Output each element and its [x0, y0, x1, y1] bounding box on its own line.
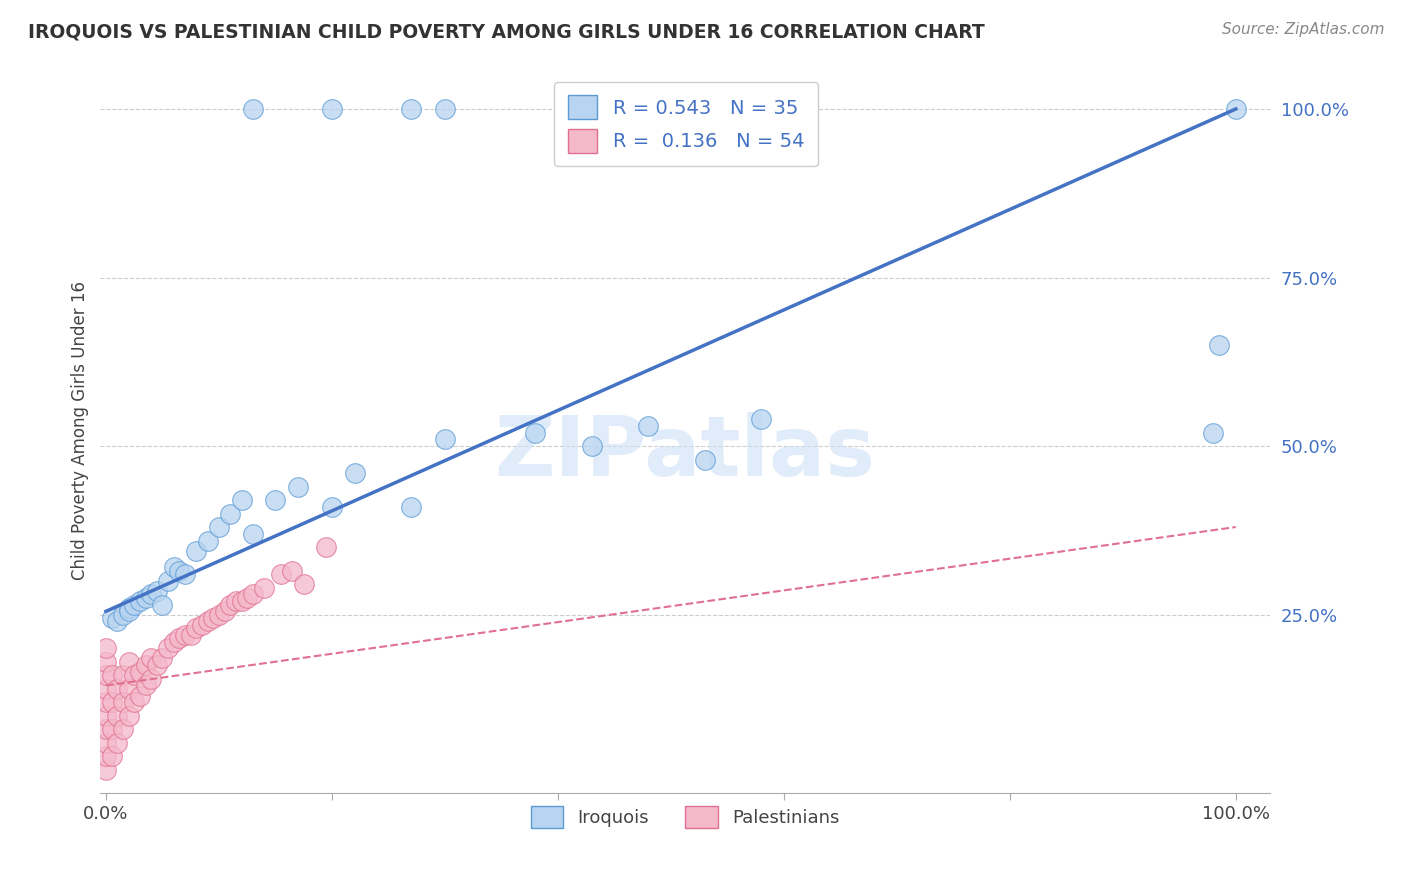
Point — [236, 591, 259, 605]
Point — [524, 425, 547, 440]
Point — [141, 672, 163, 686]
Point — [208, 607, 231, 622]
Point — [321, 500, 343, 514]
Point — [321, 102, 343, 116]
Point — [146, 584, 169, 599]
Point — [105, 736, 128, 750]
Point — [180, 628, 202, 642]
Point — [152, 598, 174, 612]
Point — [135, 678, 157, 692]
Point — [163, 634, 186, 648]
Point — [94, 736, 117, 750]
Legend: Iroquois, Palestinians: Iroquois, Palestinians — [523, 798, 846, 835]
Point — [191, 617, 214, 632]
Point — [186, 621, 208, 635]
Point — [433, 102, 456, 116]
Point — [749, 412, 772, 426]
Point — [117, 708, 139, 723]
Point — [100, 668, 122, 682]
Point — [122, 668, 145, 682]
Point — [581, 439, 603, 453]
Point — [100, 749, 122, 764]
Point — [693, 452, 716, 467]
Point — [242, 526, 264, 541]
Point — [287, 479, 309, 493]
Point — [94, 641, 117, 656]
Point — [94, 681, 117, 696]
Point — [202, 611, 225, 625]
Point — [637, 418, 659, 433]
Point — [242, 587, 264, 601]
Point — [174, 628, 197, 642]
Point — [111, 723, 134, 737]
Point — [105, 615, 128, 629]
Point — [122, 598, 145, 612]
Point — [214, 604, 236, 618]
Point — [94, 723, 117, 737]
Point — [135, 658, 157, 673]
Point — [197, 533, 219, 548]
Point — [231, 594, 253, 608]
Point — [94, 708, 117, 723]
Point — [105, 681, 128, 696]
Point — [399, 102, 422, 116]
Point — [157, 641, 180, 656]
Point — [1202, 425, 1225, 440]
Point — [281, 564, 304, 578]
Point — [94, 763, 117, 777]
Point — [197, 615, 219, 629]
Point — [433, 433, 456, 447]
Point — [135, 591, 157, 605]
Point — [219, 507, 242, 521]
Point — [292, 577, 315, 591]
Point — [100, 611, 122, 625]
Y-axis label: Child Poverty Among Girls Under 16: Child Poverty Among Girls Under 16 — [72, 282, 89, 581]
Point — [186, 543, 208, 558]
Point — [1208, 338, 1230, 352]
Point — [111, 695, 134, 709]
Point — [128, 594, 150, 608]
Point — [111, 668, 134, 682]
Point — [117, 655, 139, 669]
Point — [157, 574, 180, 588]
Point — [117, 681, 139, 696]
Point — [163, 560, 186, 574]
Point — [141, 587, 163, 601]
Point — [122, 695, 145, 709]
Point — [242, 102, 264, 116]
Text: IROQUOIS VS PALESTINIAN CHILD POVERTY AMONG GIRLS UNDER 16 CORRELATION CHART: IROQUOIS VS PALESTINIAN CHILD POVERTY AM… — [28, 22, 984, 41]
Point — [105, 708, 128, 723]
Point — [100, 695, 122, 709]
Point — [270, 567, 292, 582]
Point — [231, 493, 253, 508]
Point — [141, 651, 163, 665]
Point — [253, 581, 276, 595]
Point — [128, 689, 150, 703]
Text: ZIPatlas: ZIPatlas — [495, 412, 876, 493]
Point — [315, 541, 337, 555]
Point — [399, 500, 422, 514]
Point — [146, 658, 169, 673]
Text: Source: ZipAtlas.com: Source: ZipAtlas.com — [1222, 22, 1385, 37]
Point — [169, 564, 191, 578]
Point — [169, 632, 191, 646]
Point — [111, 607, 134, 622]
Point — [343, 466, 366, 480]
Point — [1225, 102, 1247, 116]
Point — [208, 520, 231, 534]
Point — [128, 665, 150, 679]
Point — [225, 594, 247, 608]
Point — [117, 604, 139, 618]
Point — [219, 598, 242, 612]
Point — [94, 695, 117, 709]
Point — [94, 668, 117, 682]
Point — [174, 567, 197, 582]
Point — [264, 493, 287, 508]
Point — [117, 601, 139, 615]
Point — [100, 723, 122, 737]
Point — [152, 651, 174, 665]
Point — [94, 655, 117, 669]
Point — [94, 749, 117, 764]
